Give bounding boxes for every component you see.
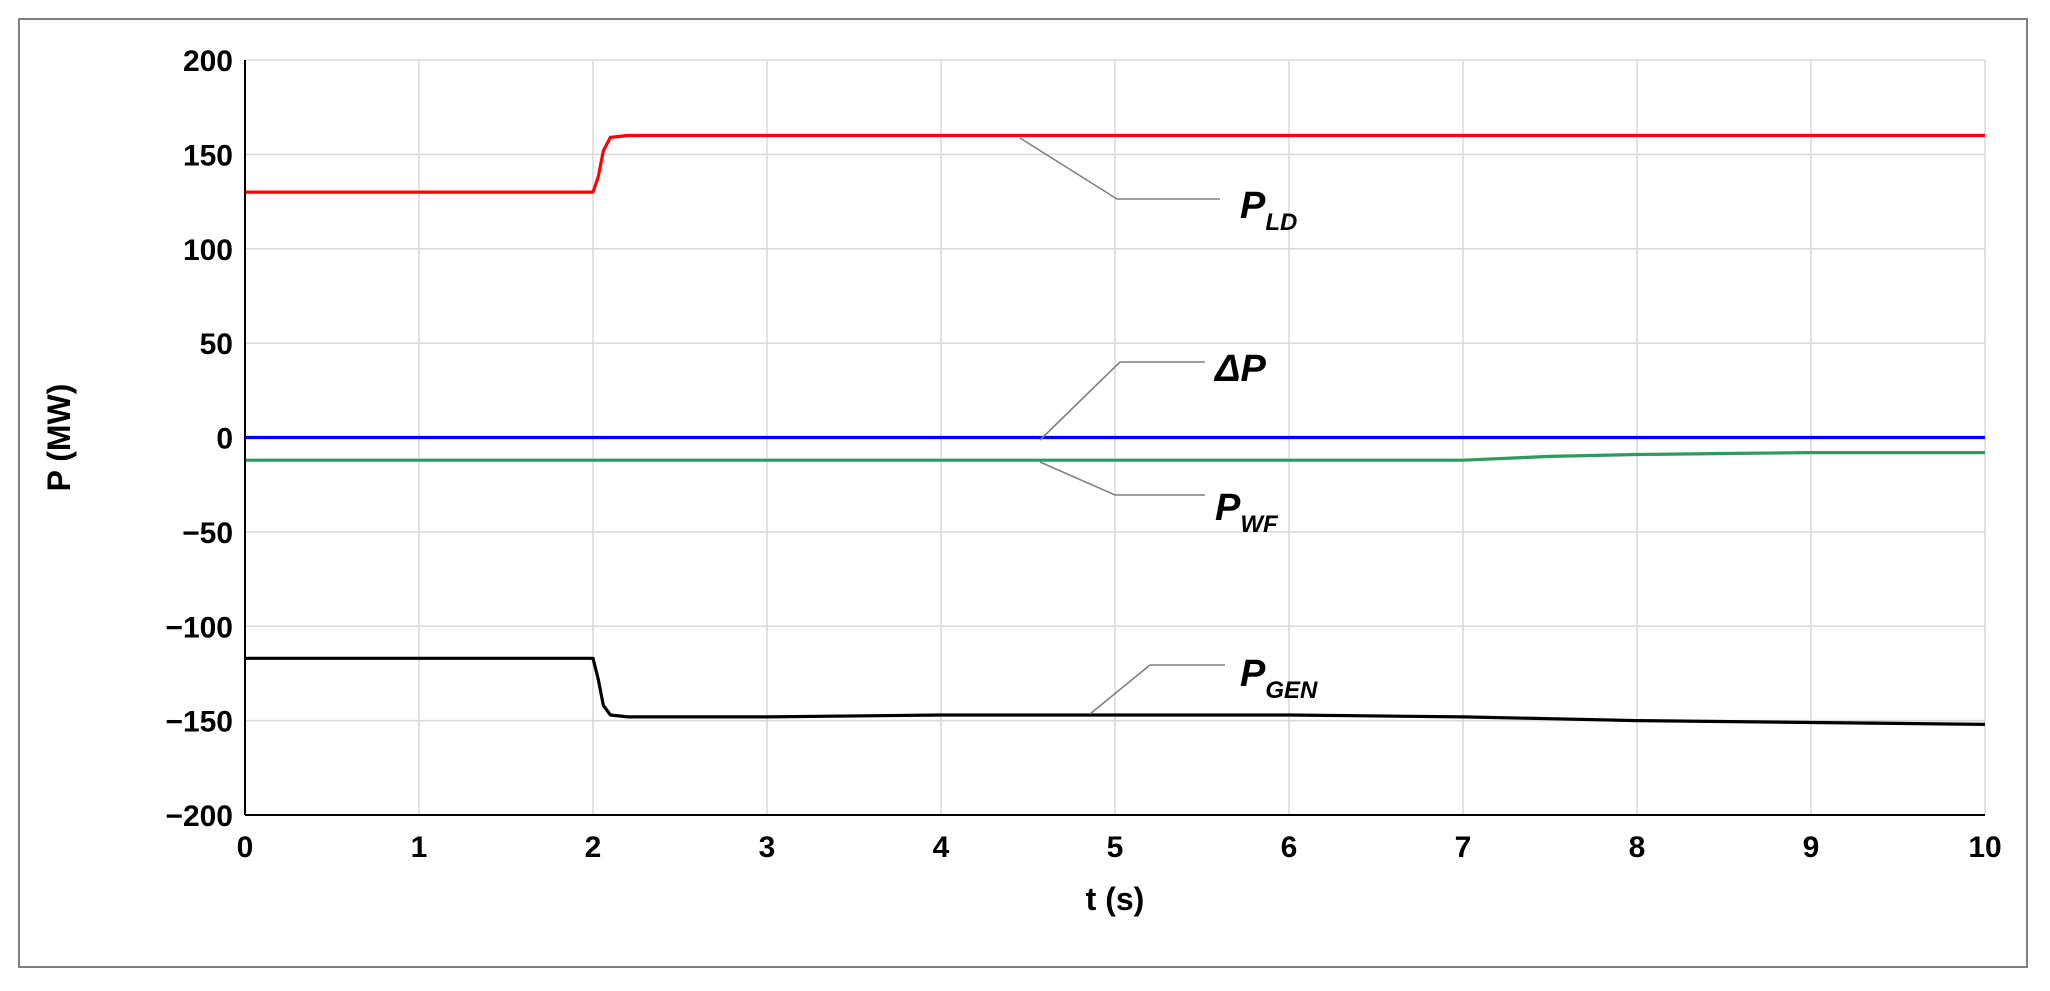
y-tick-label-1: −150 [165,706,233,739]
y-tick-label-3: −50 [182,517,233,550]
series-layer [245,133,1986,726]
y-tick-label-7: 150 [183,139,233,172]
x-tick-label-3: 3 [759,831,776,864]
x-tick-label-6: 6 [1281,831,1298,864]
series-line-pwf [245,451,1985,462]
x-tick-label-5: 5 [1107,831,1124,864]
y-tick-label-8: 200 [183,45,233,78]
series-label-sub-pld: LD [1265,209,1297,236]
leader-line-pwf [1039,461,1205,496]
x-tick-label-4: 4 [933,831,950,864]
x-tick-label-9: 9 [1803,831,1820,864]
y-tick-label-4: 0 [216,423,233,456]
y-tick-label-2: −100 [165,611,233,644]
leader-line-pld [1019,137,1220,200]
chart-frame [18,18,2028,968]
series-label-sub-pgen: GEN [1265,677,1318,704]
series-label-pld: PLD [1240,185,1297,236]
y-axis-title: P (MW) [41,384,77,492]
series-label-main-pwf: P [1215,487,1241,529]
series-label-main-pgen: P [1240,653,1266,695]
x-tick-label-2: 2 [585,831,602,864]
x-axis-title: t (s) [1086,881,1145,917]
leader-line-dp [1039,361,1205,441]
tick-labels: 0 1 2 3 4 5 6 7 8 9 10 −200 −150 −100 −50 0 50 100 150 200 [165,45,2001,864]
y-tick-label-5: 50 [200,328,233,361]
series-line-pld [245,133,1985,194]
series-label-pwf: PWF [1215,487,1279,538]
leader-line-pgen [1089,664,1225,715]
series-label-main-dp: ΔP [1213,348,1267,390]
axes [244,60,1985,816]
series-label-dp: ΔP [1213,348,1267,390]
x-tick-label-8: 8 [1629,831,1646,864]
x-tick-label-1: 1 [411,831,428,864]
series-line-pgen [245,656,1986,726]
y-tick-label-0: −200 [165,800,233,833]
series-label-main-pld: P [1240,185,1266,227]
x-tick-label-7: 7 [1455,831,1472,864]
x-tick-label-0: 0 [237,831,254,864]
x-tick-label-10: 10 [1968,831,2001,864]
y-tick-label-6: 100 [183,234,233,267]
series-label-sub-pwf: WF [1240,511,1279,538]
series-label-pgen: PGEN [1240,653,1318,704]
